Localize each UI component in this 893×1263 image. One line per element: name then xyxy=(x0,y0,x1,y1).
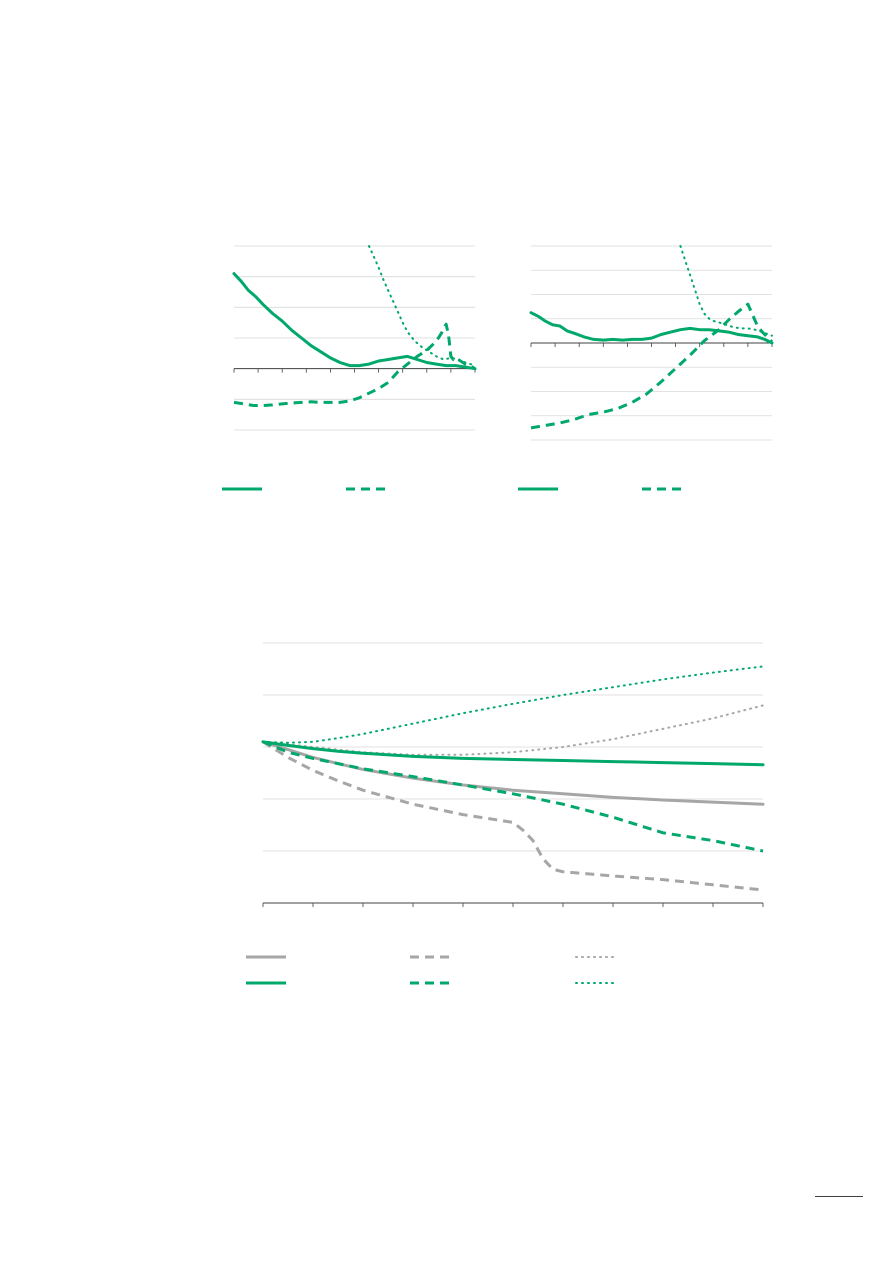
series-line-grey-dash xyxy=(262,740,764,892)
chart-top-right xyxy=(529,245,774,441)
series-line-grey-dot xyxy=(262,704,764,756)
footer-rule xyxy=(815,1196,863,1197)
series-line-green-dash xyxy=(530,302,774,430)
chart-top-left xyxy=(232,245,477,431)
series-line-green-solid xyxy=(261,740,765,767)
series-line-green-dot xyxy=(368,245,476,367)
series-line-green-solid xyxy=(232,272,477,371)
series-line-green-dot xyxy=(262,665,764,744)
series-line-green-solid xyxy=(529,311,774,345)
series-line-green-dash xyxy=(262,740,764,853)
legend-bottom xyxy=(246,955,617,985)
chart-bottom xyxy=(261,642,765,907)
